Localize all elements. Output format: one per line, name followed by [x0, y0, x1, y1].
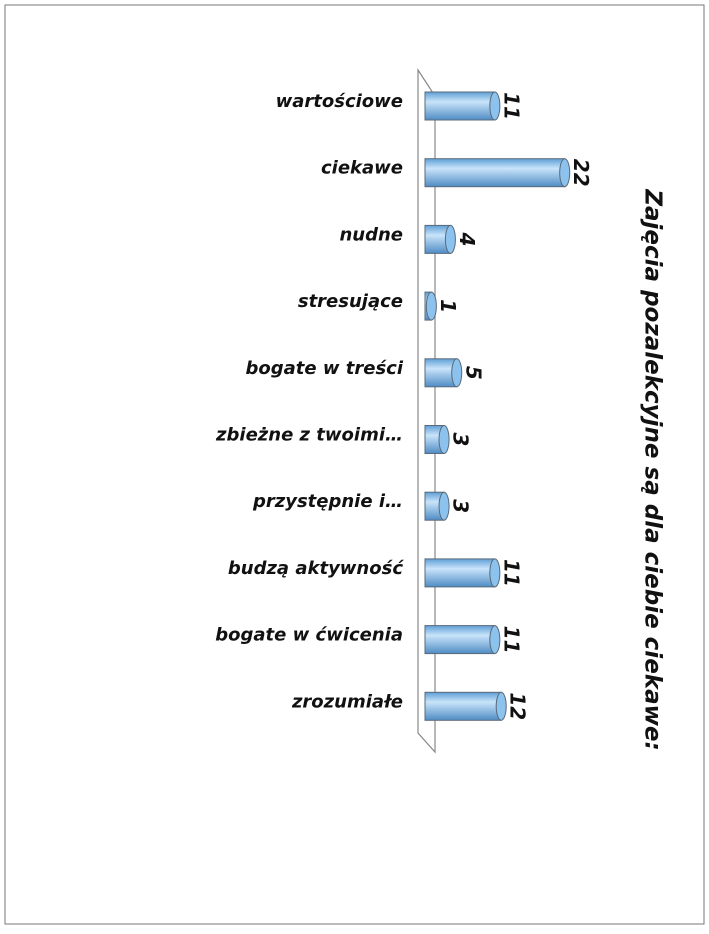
- category-label: bogate w ćwicenia: [215, 625, 403, 646]
- bar-cap: [451, 358, 463, 388]
- bar-cap: [489, 558, 501, 588]
- category-label: zrozumiałe: [291, 691, 403, 712]
- category-label: zbieżne z twoimi…: [215, 425, 403, 446]
- bar: [424, 691, 507, 721]
- data-label: 22: [569, 159, 593, 187]
- bar-cap: [489, 91, 501, 121]
- bar-cap: [438, 425, 450, 454]
- bar: [424, 291, 437, 321]
- category-label: budzą aktywność: [228, 558, 404, 579]
- bar-cap: [489, 625, 501, 655]
- bar: [424, 158, 571, 188]
- bar: [424, 625, 501, 655]
- bar-cap: [444, 224, 456, 254]
- category-label: nudne: [339, 224, 403, 245]
- bar-cap: [425, 291, 437, 321]
- bar-cap: [495, 691, 507, 721]
- category-label: stresujące: [298, 291, 403, 312]
- chart-title: Zajęcia pozalekcyjne są dla ciebie cieka…: [640, 188, 666, 750]
- category-label: ciekawe: [321, 158, 403, 179]
- bar: [424, 358, 463, 388]
- data-label: 3: [449, 433, 473, 447]
- bar-body: [424, 625, 496, 655]
- bar-body: [424, 158, 566, 188]
- category-label: przystępnie i…: [252, 491, 403, 512]
- data-label: 5: [461, 366, 485, 380]
- bar-cap: [559, 158, 571, 188]
- bar: [424, 91, 501, 121]
- data-label: 4: [455, 231, 479, 246]
- data-label: 12: [506, 692, 530, 720]
- bar: [424, 558, 501, 588]
- bar-body: [424, 691, 502, 721]
- data-label: 11: [499, 92, 523, 120]
- bar-body: [424, 91, 496, 121]
- data-label: 3: [449, 499, 473, 513]
- bar: [424, 224, 456, 254]
- frame: [4, 4, 705, 925]
- category-label: bogate w treści: [246, 358, 404, 379]
- bar-body: [424, 558, 496, 588]
- data-label: 11: [499, 559, 523, 587]
- bar: [424, 425, 450, 454]
- bar: [424, 491, 450, 521]
- category-label: wartościowe: [276, 91, 403, 112]
- data-label: 1: [436, 299, 460, 313]
- data-label: 11: [499, 626, 523, 654]
- bar-cap: [438, 491, 450, 521]
